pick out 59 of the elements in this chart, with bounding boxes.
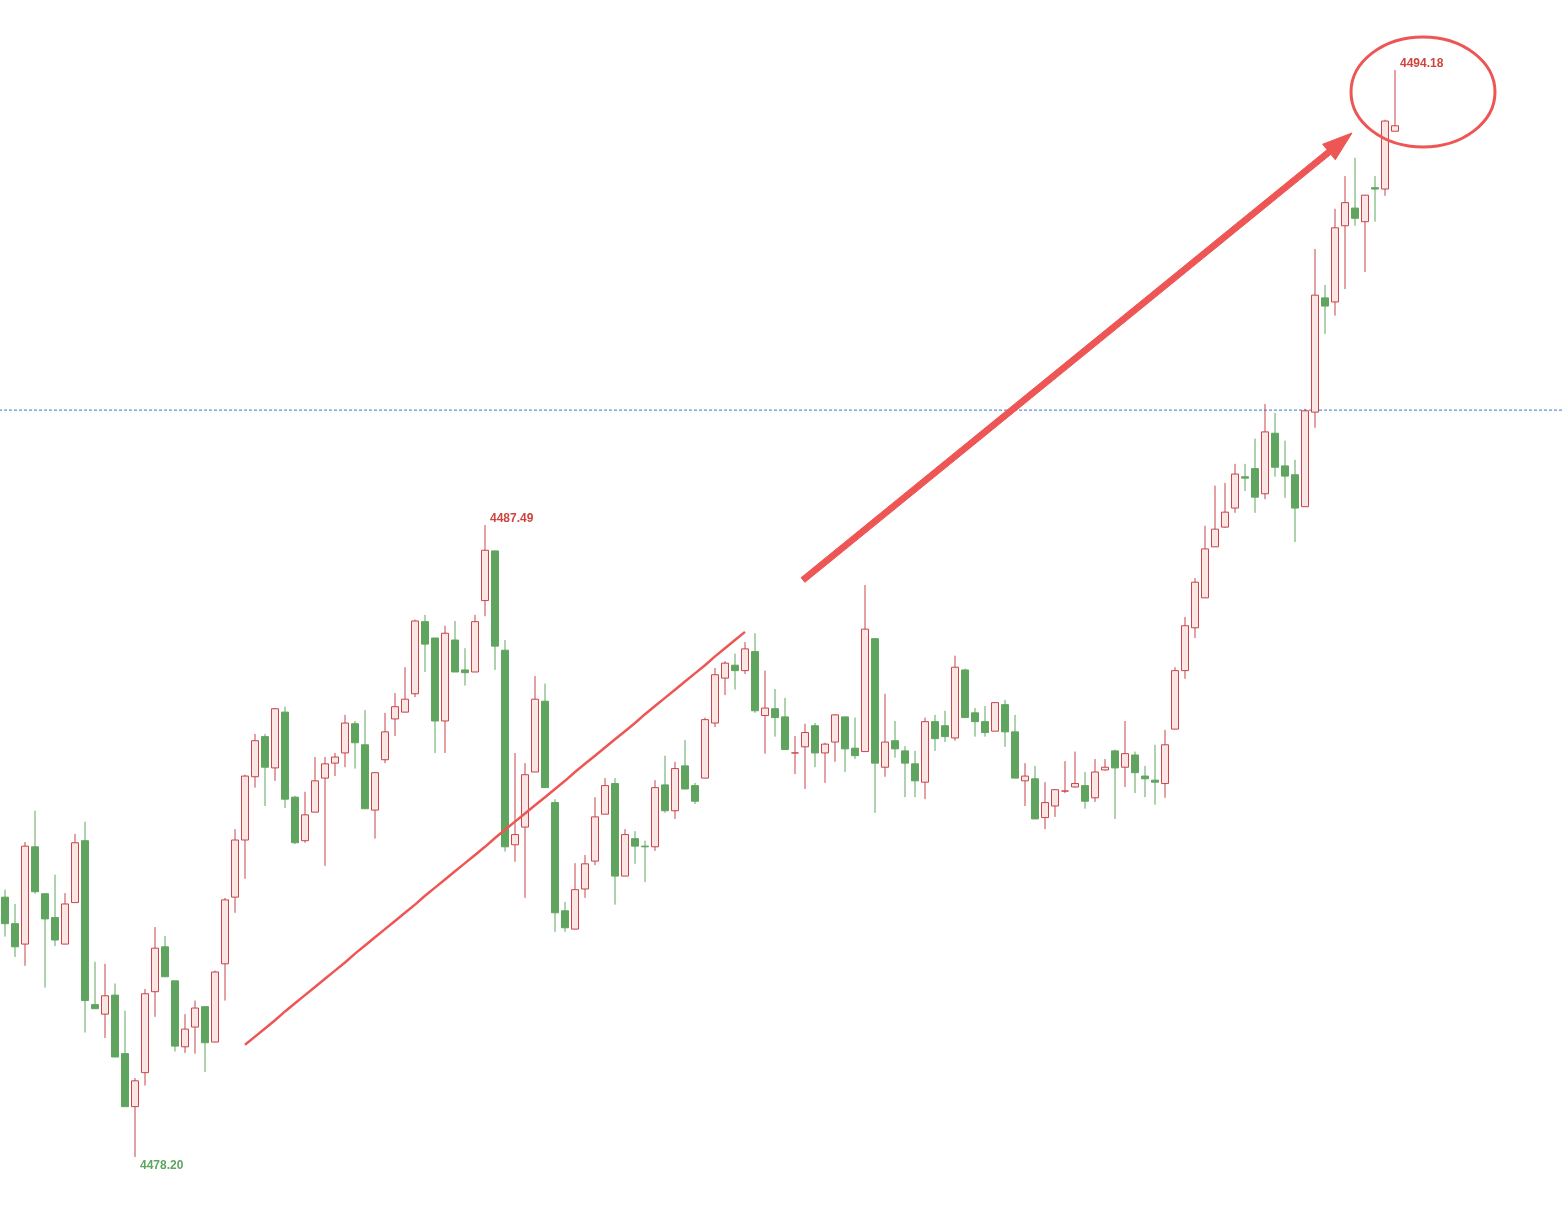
candlestick: [761, 670, 769, 755]
candlestick: [1131, 751, 1139, 794]
candlestick: [401, 666, 409, 713]
candlestick: [1371, 175, 1379, 223]
candlestick: [351, 720, 359, 770]
candlestick: [101, 963, 109, 1039]
candlestick: [1021, 762, 1029, 807]
candlestick: [1141, 765, 1149, 798]
candlestick: [641, 840, 649, 883]
annotation: 4494.18: [1400, 56, 1444, 70]
candlestick: [1051, 788, 1059, 818]
candlestick: [931, 714, 939, 752]
candlestick: [731, 653, 739, 691]
candlestick: [1321, 284, 1329, 335]
candlestick: [1111, 749, 1119, 820]
candlestick: [851, 717, 859, 760]
candlestick: [1101, 758, 1109, 772]
candlestick: [1221, 482, 1229, 529]
candlestick: [681, 739, 689, 790]
candlestick: [1391, 69, 1399, 132]
candlestick: [1341, 175, 1349, 290]
candlestick: [181, 1013, 189, 1054]
candlestick: [1281, 440, 1289, 499]
candlestick: [971, 707, 979, 738]
candlestick: [1121, 720, 1129, 788]
candlestick: [741, 641, 749, 675]
candlestick: [1241, 463, 1249, 492]
candlestick: [421, 614, 429, 673]
candlestick: [981, 705, 989, 738]
candlestick: [1211, 485, 1219, 548]
candlestick: [1151, 744, 1159, 806]
candlestick: [911, 750, 919, 798]
candlestick: [791, 735, 799, 775]
candlestick: [11, 903, 19, 958]
candlestick: [941, 710, 949, 743]
candlestick: [1351, 157, 1359, 227]
candlestick: [561, 901, 569, 933]
candlestick: [511, 752, 519, 863]
candlestick: [191, 1000, 199, 1055]
candlestick: [1061, 760, 1069, 794]
candlestick: [691, 782, 699, 805]
candlestick: [51, 874, 59, 947]
candlestick: [1081, 771, 1089, 810]
candlestick: [721, 660, 729, 696]
candlestick: [1041, 781, 1049, 830]
candlestick: [321, 756, 329, 867]
candlestick: [461, 647, 469, 687]
candlestick: [821, 742, 829, 784]
candlestick: [91, 961, 99, 1010]
candlestick: [331, 752, 339, 777]
text: 4478.20: [140, 1158, 184, 1172]
candlestick: [771, 688, 779, 738]
candlestick: [801, 723, 809, 790]
annotation: 4487.49: [490, 511, 534, 526]
candlestick: [1071, 751, 1079, 789]
candlestick: [891, 720, 899, 759]
candlestick: [631, 830, 639, 865]
candlestick: [391, 692, 399, 737]
candlestick: [901, 745, 909, 798]
